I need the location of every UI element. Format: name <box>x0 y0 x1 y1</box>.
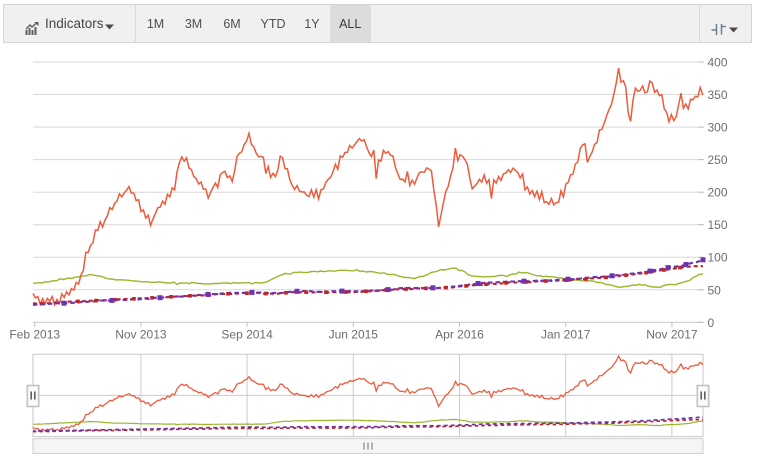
svg-text:400: 400 <box>708 56 728 70</box>
svg-text:300: 300 <box>708 121 728 135</box>
svg-text:Nov 2013: Nov 2013 <box>115 328 167 342</box>
svg-text:Jun 2015: Jun 2015 <box>329 328 379 342</box>
svg-text:350: 350 <box>708 88 728 102</box>
svg-text:150: 150 <box>708 218 728 232</box>
svg-text:200: 200 <box>708 186 728 200</box>
svg-text:Jan 2017: Jan 2017 <box>541 328 591 342</box>
svg-text:Sep 2014: Sep 2014 <box>221 328 273 342</box>
svg-text:Feb 2013: Feb 2013 <box>9 328 60 342</box>
svg-text:Nov 2017: Nov 2017 <box>646 328 698 342</box>
svg-text:50: 50 <box>708 283 722 297</box>
svg-text:100: 100 <box>708 251 728 265</box>
svg-text:0: 0 <box>708 316 715 330</box>
svg-text:Apr 2016: Apr 2016 <box>435 328 484 342</box>
svg-text:250: 250 <box>708 153 728 167</box>
